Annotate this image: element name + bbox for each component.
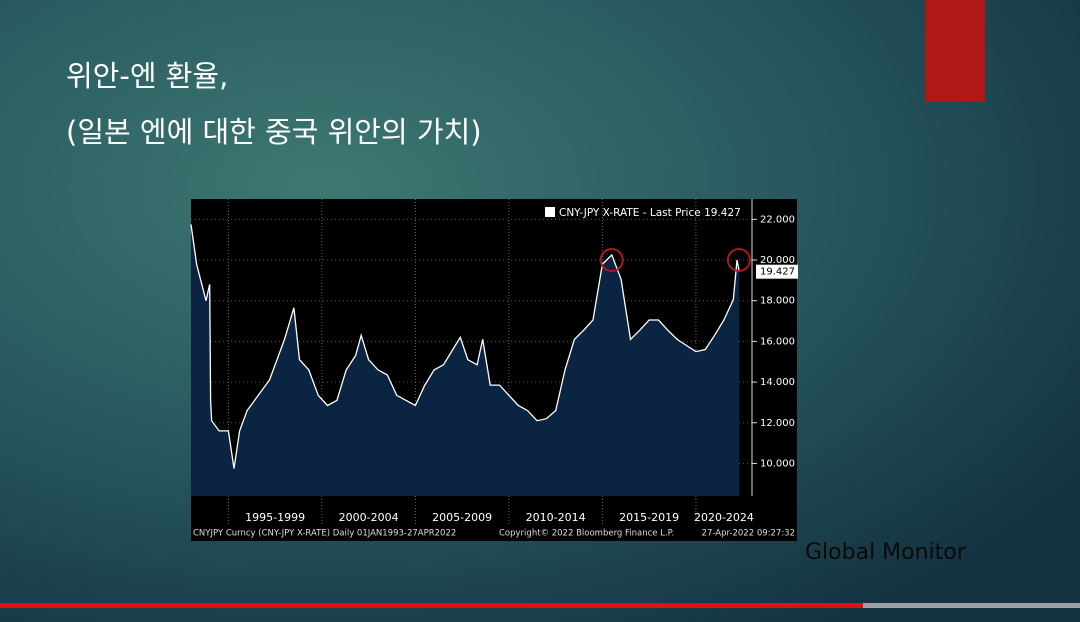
- footer-text: CNYJPY Curncy (CNY-JPY X-RATE) Daily 01J…: [193, 529, 456, 539]
- highlight-circle: [726, 248, 751, 273]
- x-period-label: 1995-1999: [245, 511, 305, 524]
- x-period-label: 2020-2024: [694, 511, 754, 524]
- legend-name: CNY-JPY X-RATE - Last Price: [559, 207, 701, 219]
- y-tick-label: 18.000: [760, 296, 795, 307]
- y-tick-label: 20.000: [760, 255, 795, 266]
- slide-title: 위안-엔 환율,: [66, 59, 228, 93]
- y-tick-label: 22.000: [760, 214, 795, 225]
- last-price-label: 19.427: [760, 267, 795, 278]
- last-price-box: [756, 264, 798, 279]
- y-tick-label: 16.000: [760, 336, 795, 347]
- slide-title: (일본 엔에 대한 중국 위안의 가치): [66, 115, 482, 149]
- chart: 10.000 12.000 14.000 16.000 18.000 20.000 22.0…: [190, 199, 798, 539]
- y-tick-label: 14.000: [760, 377, 795, 388]
- accent-block: [925, 0, 985, 102]
- legend-swatch: [545, 207, 555, 217]
- x-period-label: 2005-2009: [432, 511, 492, 524]
- watermark: Global Monitor: [805, 540, 967, 565]
- x-period-label: 2000-2004: [339, 511, 399, 524]
- highlight-circle: [599, 248, 624, 273]
- progress-bar[interactable]: [0, 603, 863, 608]
- y-tick-label: 10.000: [760, 458, 795, 469]
- footer-text: Copyright© 2022 Bloomberg Finance L.P.: [499, 529, 674, 539]
- footer-text: 27-Apr-2022 09:27:32: [702, 529, 795, 539]
- legend-value: 19.427: [704, 207, 741, 219]
- y-tick-label: 12.000: [760, 418, 795, 429]
- area-fill: [191, 224, 740, 496]
- x-period-label: 2015-2019: [619, 511, 679, 524]
- legend-label: CNY-JPY X-RATE - Last Price 19.427: [559, 207, 741, 219]
- x-period-label: 2010-2014: [526, 511, 586, 524]
- price-line: [190, 224, 740, 469]
